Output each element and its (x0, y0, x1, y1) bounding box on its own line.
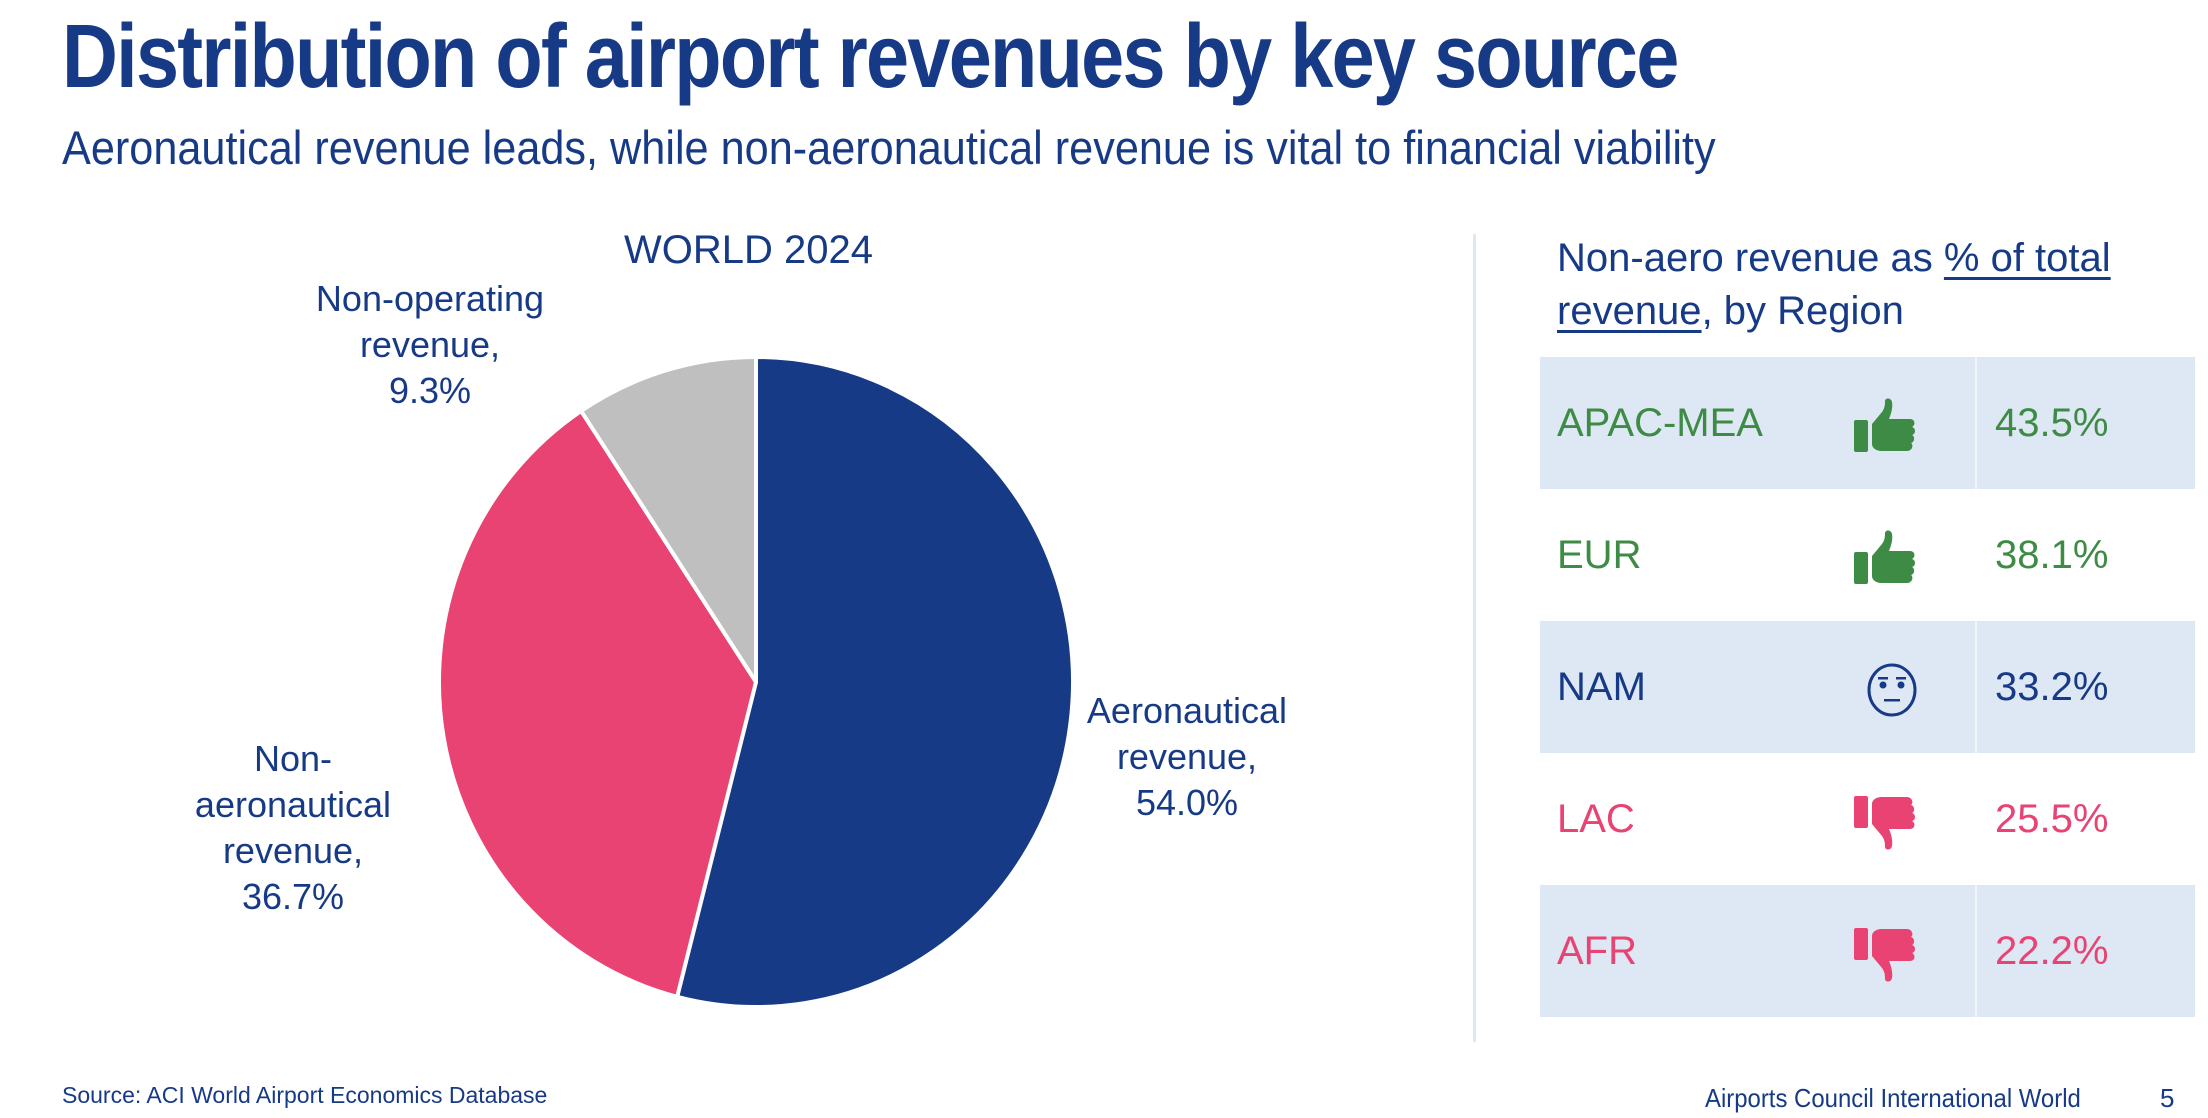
label-line: aeronautical (194, 784, 392, 825)
region-name: LAC (1557, 796, 1635, 841)
panel-title-underlined: revenue (1557, 289, 1702, 333)
region-value: 43.5% (1995, 400, 2109, 445)
region-name: NAM (1557, 664, 1646, 709)
label-line: 36.7% (241, 876, 345, 917)
panel-title-text: , by Region (1701, 289, 1904, 333)
column-divider (1975, 621, 1977, 753)
label-line: 54.0% (1135, 782, 1239, 823)
pie-slice-non-operating (579, 355, 758, 684)
neutral-face-icon (1852, 662, 1932, 718)
region-panel-title: Non-aero revenue as % of total revenue, b… (1557, 232, 2197, 338)
pie-chart-title: WORLD 2024 (624, 228, 873, 272)
thumbs-down-icon (1852, 794, 1932, 850)
label-line: revenue, (222, 830, 364, 871)
region-value: 33.2% (1995, 664, 2109, 709)
panel-title-text: Non-aero revenue as (1557, 236, 1944, 280)
table-row: LAC 25.5% (1540, 753, 2195, 885)
page-number: 5 (2160, 1083, 2175, 1113)
pie-slice-aeronautical (675, 355, 1075, 1009)
thumbs-up-icon (1852, 530, 1932, 586)
page-title: Distribution of airport revenues by key … (62, 7, 1679, 107)
label-line: revenue, (359, 324, 501, 365)
region-name: EUR (1557, 532, 1642, 577)
pie-slice-non-aeronautical (437, 408, 758, 999)
page-subtitle: Aeronautical revenue leads, while non-ae… (62, 121, 1716, 174)
label-line: Non- (253, 738, 333, 779)
organization-name: Airports Council International World (1705, 1083, 2081, 1113)
slice-label-non-aeronautical: Non- aeronautical revenue, 36.7% (168, 736, 418, 920)
region-name: AFR (1557, 928, 1637, 973)
panel-title-underlined: % of total (1943, 236, 2111, 280)
region-value: 25.5% (1995, 796, 2109, 841)
label-line: revenue, (1116, 736, 1258, 777)
vertical-divider (1473, 234, 1476, 1042)
table-row: NAM 33.2% (1540, 621, 2195, 753)
pie-chart (437, 355, 1075, 1009)
table-row: AFR 22.2% (1540, 885, 2195, 1017)
label-line: Aeronautical (1086, 690, 1288, 731)
table-row: APAC-MEA 43.5% (1540, 357, 2195, 489)
table-row: EUR 38.1% (1540, 489, 2195, 621)
column-divider (1975, 357, 1977, 489)
slice-label-non-operating: Non-operating revenue, 9.3% (300, 276, 560, 414)
label-line: Non-operating (315, 278, 545, 319)
column-divider (1975, 885, 1977, 1017)
label-line: 9.3% (388, 370, 472, 411)
thumbs-up-icon (1852, 398, 1932, 454)
region-table: APAC-MEA 43.5% EUR 38.1% NAM 33.2% LAC 2… (1540, 357, 2195, 1017)
slice-label-aeronautical: Aeronautical revenue, 54.0% (1062, 688, 1312, 826)
region-value: 22.2% (1995, 928, 2109, 973)
region-name: APAC-MEA (1557, 400, 1763, 445)
region-value: 38.1% (1995, 532, 2109, 577)
column-divider (1975, 489, 1977, 621)
source-note: Source: ACI World Airport Economics Data… (62, 1082, 548, 1108)
column-divider (1975, 753, 1977, 885)
thumbs-down-icon (1852, 926, 1932, 982)
